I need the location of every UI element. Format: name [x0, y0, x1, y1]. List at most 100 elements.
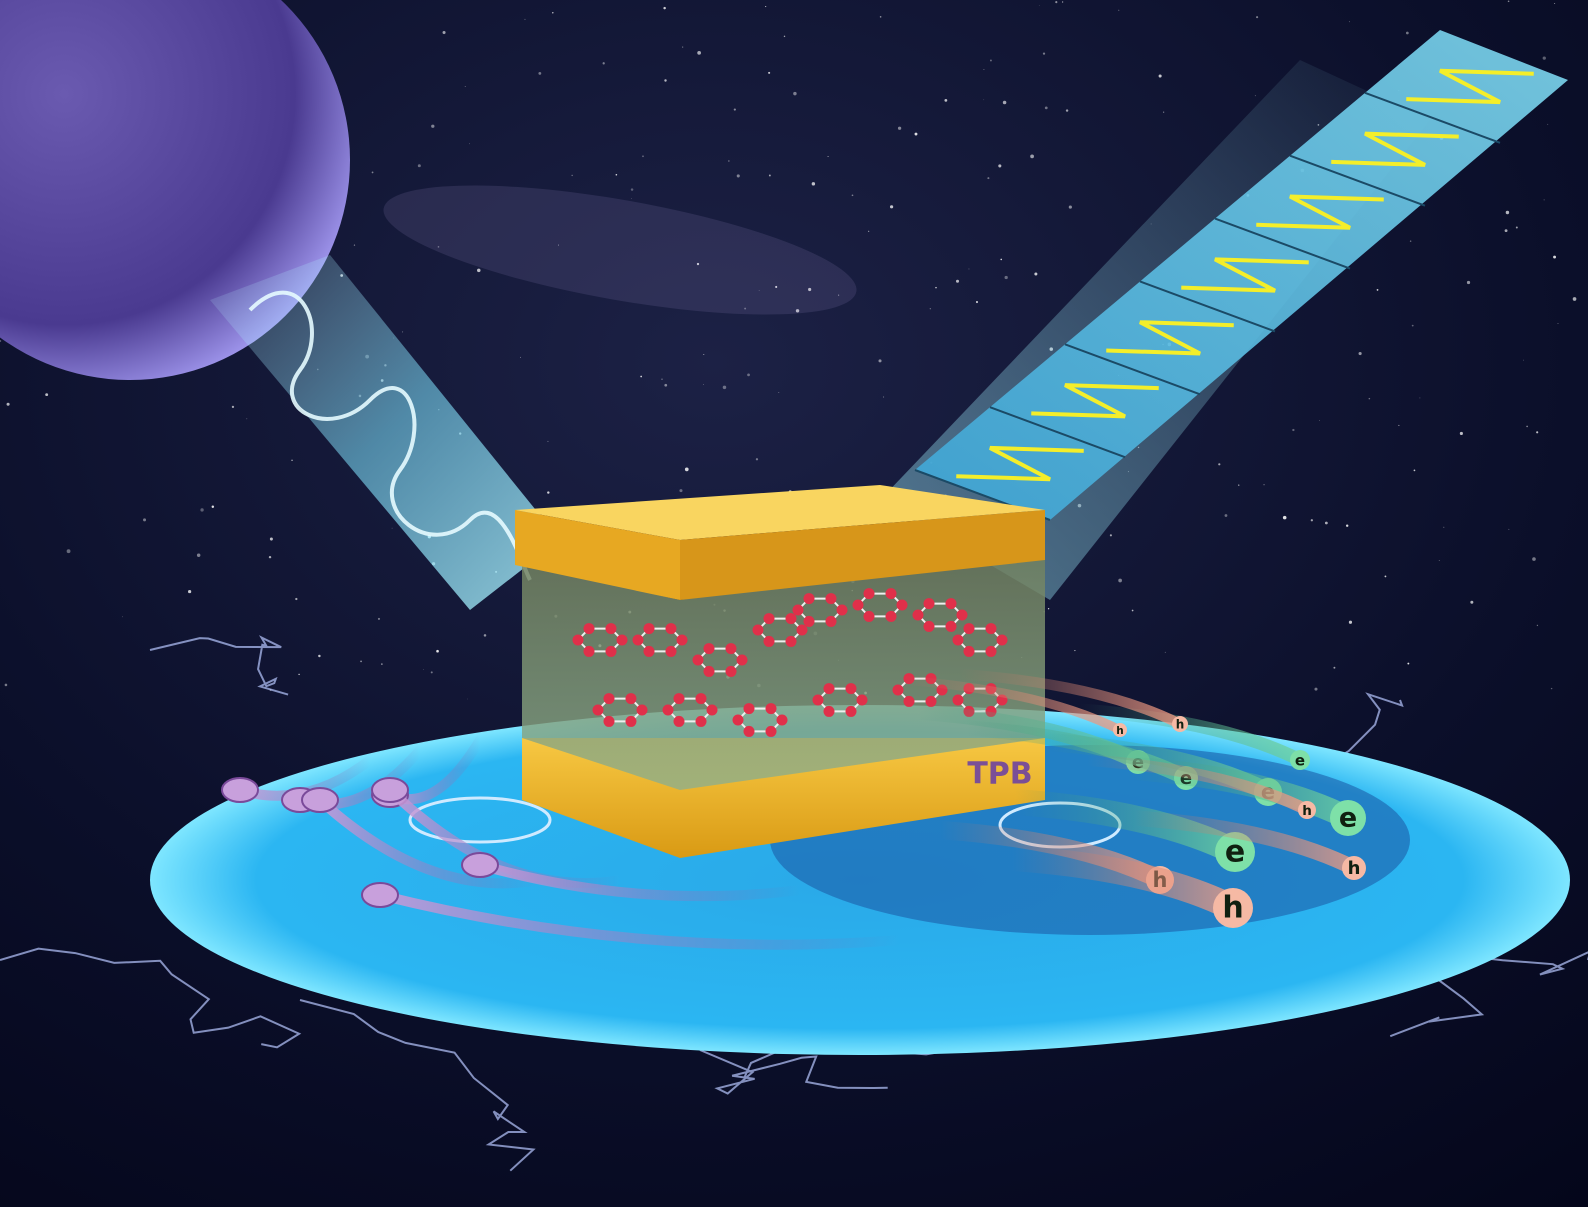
star: [483, 634, 487, 637]
electron-label: e: [1339, 803, 1357, 834]
star: [1358, 351, 1362, 356]
carrier-trail: [954, 668, 1186, 730]
atom: [665, 645, 677, 657]
star: [989, 59, 992, 62]
atom: [692, 654, 704, 666]
star: [1384, 575, 1387, 578]
atom: [765, 725, 777, 737]
star: [360, 660, 362, 663]
device-label: TPB: [967, 757, 1032, 792]
star: [983, 69, 985, 71]
strip-divider: [1064, 343, 1201, 396]
star: [1163, 111, 1165, 113]
atom: [732, 714, 744, 726]
star: [795, 309, 800, 313]
star: [697, 50, 701, 55]
carrier: [1172, 716, 1188, 732]
hole-label: h: [1116, 725, 1123, 737]
star: [851, 194, 854, 197]
atom: [625, 715, 637, 727]
star: [1443, 526, 1445, 528]
star: [1224, 514, 1228, 517]
star: [436, 649, 439, 653]
star: [987, 177, 990, 180]
star: [1061, 1, 1064, 3]
atom: [945, 598, 957, 610]
star: [524, 18, 526, 20]
star: [4, 683, 8, 687]
atom: [812, 694, 824, 706]
star: [467, 698, 468, 700]
atom: [625, 693, 637, 705]
star: [464, 86, 466, 88]
star: [442, 31, 446, 35]
star: [975, 301, 979, 304]
carrier-trail: [1000, 845, 1246, 921]
star: [1438, 560, 1440, 561]
star: [1470, 600, 1474, 604]
atom: [743, 725, 755, 737]
atom: [695, 693, 707, 705]
star: [664, 383, 668, 387]
star: [1554, 3, 1556, 5]
atom: [785, 635, 797, 647]
star: [430, 671, 433, 674]
star: [1526, 425, 1528, 428]
star: [983, 99, 985, 101]
hole-label: h: [1302, 803, 1312, 819]
star: [808, 287, 812, 292]
star: [196, 553, 201, 557]
particle-trails: [221, 735, 905, 950]
star: [1557, 323, 1559, 324]
star: [1572, 297, 1577, 301]
star: [679, 489, 683, 493]
atom: [956, 609, 968, 621]
top-electrode-front: [515, 510, 680, 600]
star: [246, 418, 248, 420]
star: [1333, 666, 1336, 669]
star: [696, 262, 700, 266]
atom: [673, 693, 685, 705]
carrier: [1342, 856, 1366, 880]
atom: [605, 623, 617, 635]
star: [1314, 687, 1318, 691]
star: [1523, 359, 1525, 361]
star: [1065, 109, 1069, 112]
atom: [963, 645, 975, 657]
atom: [985, 623, 997, 635]
star: [1068, 205, 1072, 209]
star: [298, 673, 300, 676]
star: [879, 16, 882, 18]
star: [1282, 515, 1287, 520]
atom: [803, 593, 815, 605]
active-layer: [522, 540, 1045, 790]
star: [1310, 519, 1313, 522]
star: [1000, 258, 1002, 261]
star: [642, 155, 644, 158]
star: [631, 198, 632, 199]
star: [747, 373, 750, 377]
star: [381, 663, 383, 665]
atom: [945, 620, 957, 632]
star: [318, 654, 321, 658]
atom: [673, 715, 685, 727]
atom: [752, 624, 764, 636]
star: [935, 286, 937, 289]
star: [45, 393, 49, 397]
incident-beam: [210, 255, 560, 610]
star: [1109, 534, 1112, 537]
star: [1158, 74, 1162, 78]
carrier-trail: [1073, 703, 1307, 767]
star: [1504, 229, 1508, 233]
atom: [845, 683, 857, 695]
atom: [643, 623, 655, 635]
atom: [603, 693, 615, 705]
star: [664, 79, 667, 82]
star: [1532, 557, 1536, 561]
star: [868, 230, 870, 232]
star: [1038, 5, 1040, 6]
star: [1413, 469, 1416, 472]
bolt: [299, 999, 536, 1172]
carrier-trail: [1081, 754, 1313, 816]
